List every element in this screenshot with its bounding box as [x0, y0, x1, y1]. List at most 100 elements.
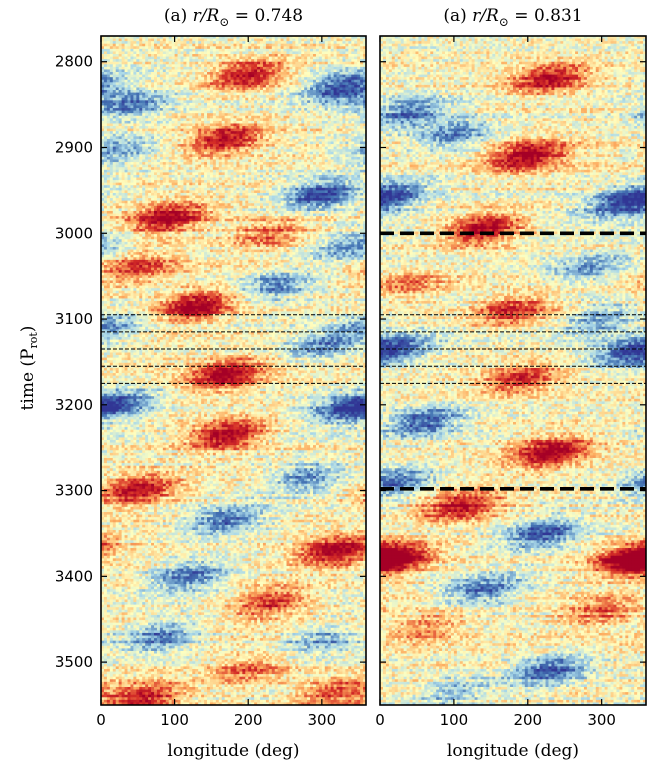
heatmap-cell: [254, 90, 257, 93]
heatmap-cell: [160, 93, 163, 96]
heatmap-cell: [130, 51, 133, 54]
heatmap-cell: [225, 93, 228, 96]
heatmap-cell: [175, 103, 178, 106]
heatmap-cell: [225, 75, 228, 78]
heatmap-cell: [204, 46, 207, 49]
heatmap-cell: [284, 98, 287, 101]
heatmap-cell: [287, 51, 290, 54]
heatmap-cell: [298, 51, 301, 54]
heatmap-cell: [222, 46, 225, 49]
heatmap-cell: [125, 62, 128, 65]
heatmap-cell: [263, 103, 266, 106]
heatmap-cell: [231, 75, 234, 78]
heatmap-cell: [133, 44, 136, 47]
heatmap-cell: [145, 69, 148, 72]
heatmap-cell: [307, 85, 310, 88]
heatmap-cell: [148, 39, 151, 42]
heatmap-cell: [319, 44, 322, 47]
heatmap-cell: [210, 49, 213, 52]
heatmap-cell: [278, 51, 281, 54]
heatmap-cell: [186, 95, 189, 98]
heatmap-cell: [119, 87, 122, 90]
heatmap-cell: [313, 57, 316, 60]
heatmap-cell: [178, 49, 181, 52]
heatmap-cell: [269, 87, 272, 90]
heatmap-cell: [331, 103, 334, 106]
heatmap-cell: [328, 72, 331, 75]
heatmap-cell: [342, 100, 345, 103]
heatmap-cell: [234, 39, 237, 42]
heatmap-cell: [340, 103, 343, 106]
heatmap-cell: [319, 90, 322, 93]
heatmap-cell: [139, 64, 142, 67]
heatmap-cell: [272, 103, 275, 106]
heatmap-cell: [242, 67, 245, 70]
heatmap-cell: [292, 54, 295, 57]
heatmap-cell: [325, 103, 328, 106]
heatmap-cell: [307, 72, 310, 75]
heatmap-cell: [313, 75, 316, 78]
heatmap-cell: [151, 98, 154, 101]
heatmap-cell: [269, 93, 272, 96]
heatmap-cell: [345, 67, 348, 70]
heatmap-cell: [189, 80, 192, 83]
heatmap-cell: [331, 95, 334, 98]
heatmap-cell: [266, 80, 269, 83]
heatmap-cell: [198, 75, 201, 78]
heatmap-cell: [354, 41, 357, 44]
heatmap-cell: [160, 39, 163, 42]
heatmap-cell: [142, 54, 145, 57]
heatmap-cell: [351, 64, 354, 67]
heatmap-cell: [154, 41, 157, 44]
heatmap-cell: [110, 75, 113, 78]
heatmap-cell: [207, 59, 210, 62]
heatmap-cell: [272, 80, 275, 83]
heatmap-cell: [151, 62, 154, 65]
heatmap-cell: [136, 54, 139, 57]
heatmap-cell: [183, 59, 186, 62]
heatmap-cell: [163, 44, 166, 47]
heatmap-cell: [278, 62, 281, 65]
heatmap-cell: [322, 80, 325, 83]
heatmap-cell: [148, 100, 151, 103]
heatmap-cell: [201, 49, 204, 52]
heatmap-cell: [239, 95, 242, 98]
heatmap-cell: [287, 62, 290, 65]
heatmap-cell: [284, 64, 287, 67]
heatmap-cell: [107, 75, 110, 78]
heatmap-cell: [289, 64, 292, 67]
heatmap-cell: [287, 80, 290, 83]
heatmap-cell: [110, 72, 113, 75]
heatmap-cell: [128, 67, 131, 70]
heatmap-cell: [133, 75, 136, 78]
heatmap-cell: [289, 93, 292, 96]
heatmap-cell: [251, 64, 254, 67]
heatmap-cell: [263, 77, 266, 80]
heatmap-cell: [201, 69, 204, 72]
heatmap-cell: [310, 87, 313, 90]
heatmap-cell: [304, 98, 307, 101]
heatmap-cell: [254, 69, 257, 72]
heatmap-cell: [104, 51, 107, 54]
heatmap-cell: [269, 77, 272, 80]
heatmap-cell: [328, 64, 331, 67]
heatmap-cell: [128, 82, 131, 85]
heatmap-cell: [263, 59, 266, 62]
heatmap-cell: [251, 51, 254, 54]
heatmap-cell: [319, 54, 322, 57]
heatmap-cell: [231, 77, 234, 80]
heatmap-cell: [248, 95, 251, 98]
heatmap-cell: [157, 64, 160, 67]
heatmap-cell: [154, 57, 157, 60]
heatmap-cell: [245, 72, 248, 75]
heatmap-cell: [289, 80, 292, 83]
heatmap-cell: [325, 80, 328, 83]
heatmap-cell: [228, 75, 231, 78]
heatmap-cell: [225, 82, 228, 85]
heatmap-cell: [116, 85, 119, 88]
heatmap-cell: [228, 54, 231, 57]
heatmap-cell: [113, 80, 116, 83]
heatmap-cell: [263, 51, 266, 54]
heatmap-cell: [334, 80, 337, 83]
heatmap-cell: [360, 100, 363, 103]
